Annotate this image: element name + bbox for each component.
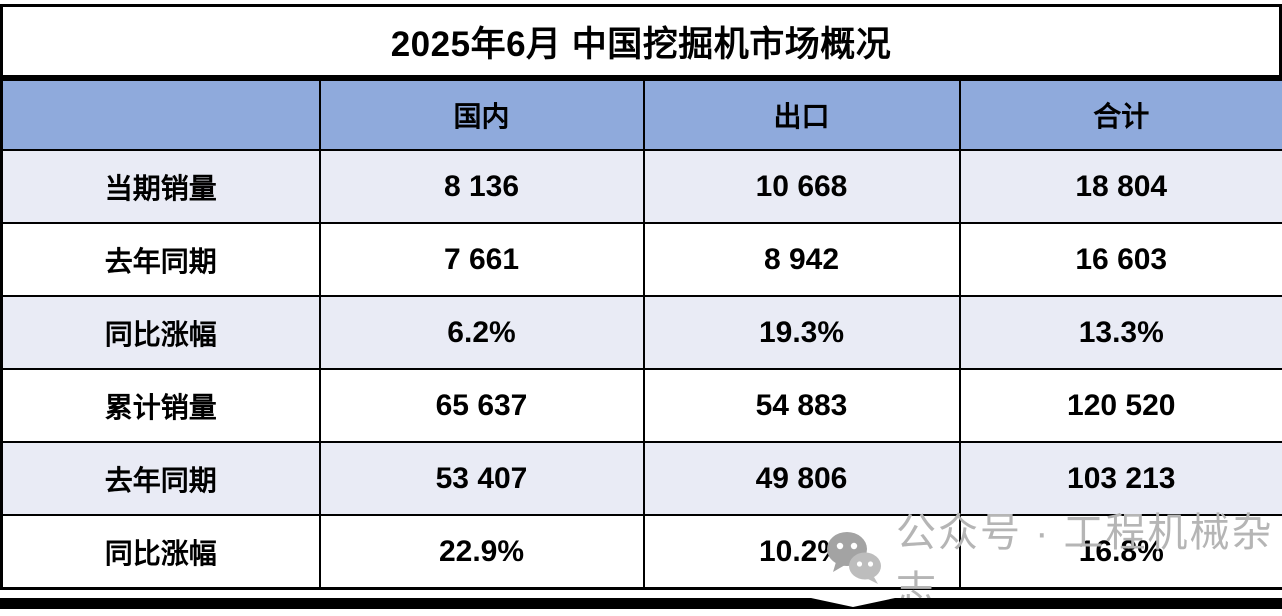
cell-export: 10 668 [644, 150, 960, 223]
row-label: 同比涨幅 [2, 515, 320, 589]
table-row: 去年同期 53 407 49 806 103 213 [2, 442, 1282, 515]
cell-total: 16 603 [960, 223, 1282, 296]
cell-total: 120 520 [960, 369, 1282, 442]
cell-domestic: 7 661 [320, 223, 644, 296]
header-cell-export: 出口 [644, 80, 960, 151]
table-row: 累计销量 65 637 54 883 120 520 [2, 369, 1282, 442]
row-label: 当期销量 [2, 150, 320, 223]
cell-export: 49 806 [644, 442, 960, 515]
cell-domestic: 22.9% [320, 515, 644, 589]
header-row: 国内 出口 合计 [2, 80, 1282, 151]
table-row: 同比涨幅 22.9% 10.2% 16.8% [2, 515, 1282, 589]
cell-export: 54 883 [644, 369, 960, 442]
header-cell-domestic: 国内 [320, 80, 644, 151]
cell-export: 19.3% [644, 296, 960, 369]
table-title-bar: 2025年6月 中国挖掘机市场概况 [0, 4, 1282, 78]
cell-export: 8 942 [644, 223, 960, 296]
cell-domestic: 53 407 [320, 442, 644, 515]
table-bottom-border [0, 598, 1282, 609]
row-label: 去年同期 [2, 442, 320, 515]
header-cell-total: 合计 [960, 80, 1282, 151]
cell-domestic: 8 136 [320, 150, 644, 223]
cell-total: 103 213 [960, 442, 1282, 515]
page-title: 2025年6月 中国挖掘机市场概况 [391, 16, 892, 67]
cell-total: 13.3% [960, 296, 1282, 369]
table-row: 同比涨幅 6.2% 19.3% 13.3% [2, 296, 1282, 369]
table-row: 当期销量 8 136 10 668 18 804 [2, 150, 1282, 223]
row-label: 去年同期 [2, 223, 320, 296]
market-data-table: 国内 出口 合计 当期销量 8 136 10 668 18 804 去年同期 7… [0, 78, 1282, 590]
watermark-triangle [811, 598, 895, 607]
row-label: 同比涨幅 [2, 296, 320, 369]
cell-total: 16.8% [960, 515, 1282, 589]
cell-domestic: 65 637 [320, 369, 644, 442]
cell-export: 10.2% [644, 515, 960, 589]
cell-total: 18 804 [960, 150, 1282, 223]
header-cell-empty [2, 80, 320, 151]
cell-domestic: 6.2% [320, 296, 644, 369]
row-label: 累计销量 [2, 369, 320, 442]
table-row: 去年同期 7 661 8 942 16 603 [2, 223, 1282, 296]
